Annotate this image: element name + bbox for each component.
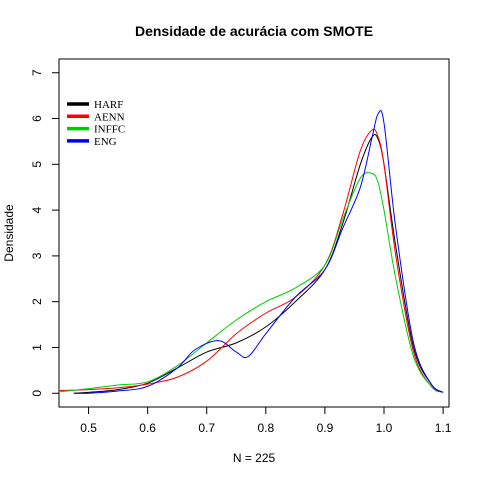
y-tick-label: 1 — [30, 344, 44, 351]
y-tick-label: 4 — [30, 206, 44, 213]
y-tick-label: 0 — [30, 390, 44, 397]
legend-label-inffc: INFFC — [94, 124, 125, 136]
chart-title: Densidade de acurácia com SMOTE — [135, 23, 373, 39]
x-tick-label: 0.7 — [198, 421, 215, 435]
series-layer — [59, 110, 444, 394]
plot-frame — [58, 58, 450, 408]
series-line-inffc — [59, 172, 444, 393]
y-tick-label: 6 — [30, 115, 44, 122]
x-tick-label: 0.6 — [139, 421, 156, 435]
series-line-harf — [73, 134, 444, 394]
series-line-aenn — [59, 128, 444, 393]
x-tick-label: 0.5 — [80, 421, 97, 435]
x-axis: 0.5 0.6 0.7 0.8 0.9 1.0 1.1 — [80, 407, 452, 435]
x-tick-label: 0.9 — [317, 421, 334, 435]
x-tick-label: 1.0 — [376, 421, 393, 435]
y-tick-label: 7 — [30, 69, 44, 76]
y-axis-title: Densidade — [2, 204, 16, 262]
legend-label-eng: ENG — [94, 136, 117, 148]
x-tick-label: 1.1 — [435, 421, 452, 435]
y-tick-label: 3 — [30, 252, 44, 259]
x-axis-title: N = 225 — [233, 451, 276, 465]
y-axis: 0 1 2 3 4 5 6 7 — [30, 69, 59, 397]
legend-label-aenn: AENN — [94, 111, 125, 123]
y-tick-label: 5 — [30, 161, 44, 168]
x-tick-label: 0.8 — [257, 421, 274, 435]
legend-label-harf: HARF — [94, 99, 123, 111]
series-line-eng — [73, 110, 444, 394]
y-tick-label: 2 — [30, 298, 44, 305]
